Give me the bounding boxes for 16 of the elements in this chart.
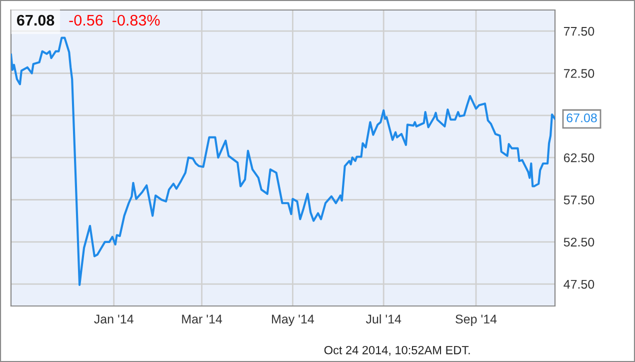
x-tick-label: Jul '14 bbox=[366, 314, 402, 324]
line-series bbox=[11, 36, 555, 286]
y-tick-label: 77.50 bbox=[564, 26, 594, 36]
x-tick-label: May '14 bbox=[272, 314, 314, 326]
y-tick-label: 47.50 bbox=[564, 280, 594, 289]
text: Oct 24 2014, 10:52AM EDT. bbox=[324, 346, 470, 356]
x-tick-label: Jan '14 bbox=[94, 314, 134, 324]
chart-subtitle: -0.56 -0.83% bbox=[69, 14, 160, 26]
y-tick-label: 52.50 bbox=[564, 238, 594, 247]
x-tick-label: Mar '14 bbox=[182, 314, 222, 324]
x-tick-label: Sep '14 bbox=[456, 314, 497, 326]
annotation: 67.08 bbox=[566, 113, 597, 122]
y-tick-label: 57.50 bbox=[564, 196, 594, 204]
y-tick-label: 62.50 bbox=[564, 153, 594, 162]
y-tick-label: 72.50 bbox=[564, 69, 594, 78]
chart-title: 67.08 bbox=[17, 14, 54, 26]
